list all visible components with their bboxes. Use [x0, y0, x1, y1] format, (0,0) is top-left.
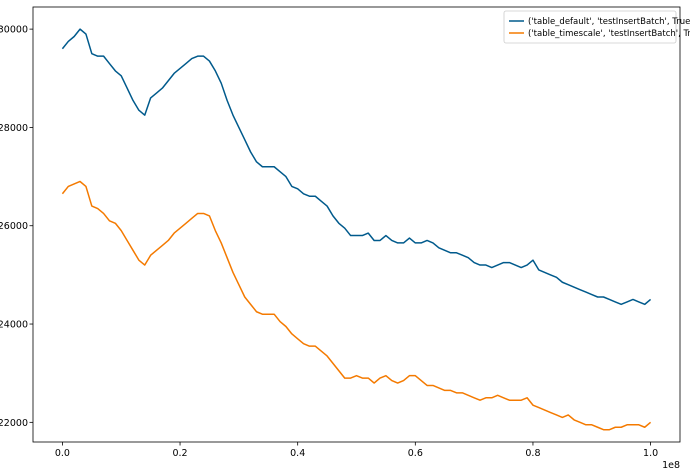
x-axis-scale-label: 1e8 — [662, 460, 680, 471]
series-line-1 — [61, 28, 652, 306]
y-tick-label: 30000 — [0, 25, 28, 36]
y-axis: 22000 24000 26000 28000 30000 — [0, 25, 33, 429]
series-line-2 — [61, 180, 652, 431]
x-tick-label: 0.6 — [408, 448, 423, 459]
x-tick-label: 0.8 — [525, 448, 540, 459]
axes-frame — [32, 6, 681, 443]
legend-box — [503, 10, 677, 44]
x-tick-label: 0.0 — [55, 448, 70, 459]
y-tick-label: 22000 — [0, 418, 28, 429]
y-tick-label: 28000 — [0, 123, 28, 134]
legend-label: ('table_default', 'testInsertBatch', Tru… — [528, 17, 690, 27]
x-axis: 0.0 0.2 0.4 0.6 0.8 1.0 — [55, 442, 658, 459]
x-tick-label: 1.0 — [643, 448, 658, 459]
series-layer — [61, 28, 652, 431]
legend-label: ('table_timescale', 'testInsertBatch', T… — [528, 29, 690, 39]
y-tick-label: 24000 — [0, 320, 28, 331]
x-tick-label: 0.2 — [172, 448, 187, 459]
y-tick-label: 26000 — [0, 221, 28, 232]
legend: ('table_default', 'testInsertBatch', Tru… — [503, 10, 690, 44]
x-tick-label: 0.4 — [290, 448, 305, 459]
